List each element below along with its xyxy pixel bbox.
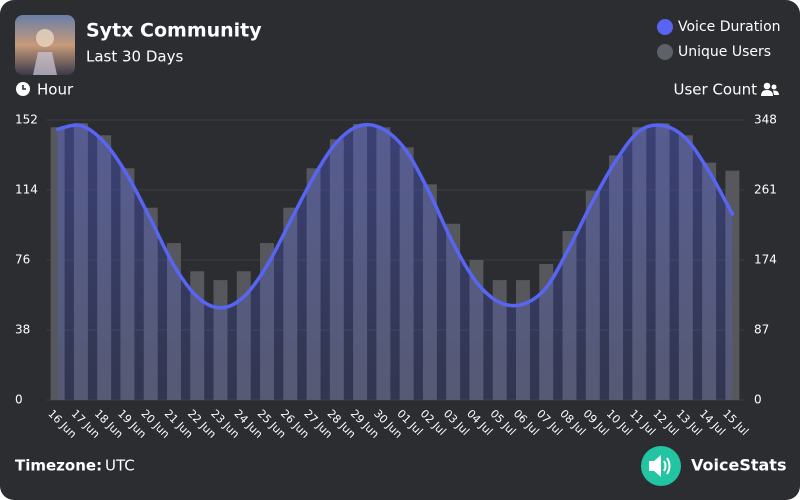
y-tick-label: 38 bbox=[15, 323, 30, 337]
y2-tick-label: 87 bbox=[754, 323, 769, 337]
timezone-label: Timezone: bbox=[15, 457, 102, 475]
y-tick-label: 0 bbox=[15, 393, 23, 407]
y2-tick-label: 0 bbox=[754, 393, 762, 407]
legend-swatch bbox=[657, 44, 673, 60]
y-tick-label: 152 bbox=[15, 113, 38, 127]
brand-logo bbox=[649, 455, 661, 477]
legend-label: Unique Users bbox=[678, 44, 771, 60]
y-tick-label: 114 bbox=[15, 183, 38, 197]
brand-logo bbox=[663, 457, 671, 475]
y2-tick-label: 174 bbox=[754, 253, 777, 267]
y2-tick-label: 348 bbox=[754, 113, 777, 127]
avatar-figure bbox=[36, 29, 54, 47]
users-icon bbox=[761, 82, 779, 96]
clock-icon bbox=[22, 85, 26, 90]
chart-title: Sytx Community bbox=[86, 20, 262, 42]
y2-axis-label: User Count bbox=[673, 81, 757, 99]
legend-swatch bbox=[657, 19, 673, 35]
brand-name: VoiceStats bbox=[691, 456, 786, 475]
legend-label: Voice Duration bbox=[678, 19, 781, 35]
avatar-figure bbox=[33, 52, 57, 75]
y-axis-label: Hour bbox=[37, 81, 74, 99]
line bbox=[55, 122, 735, 310]
chart-subtitle: Last 30 Days bbox=[86, 48, 183, 66]
y2-tick-label: 261 bbox=[754, 183, 777, 197]
y-tick-label: 76 bbox=[15, 253, 30, 267]
timezone-value: UTC bbox=[105, 457, 135, 475]
line-area bbox=[57, 124, 733, 401]
